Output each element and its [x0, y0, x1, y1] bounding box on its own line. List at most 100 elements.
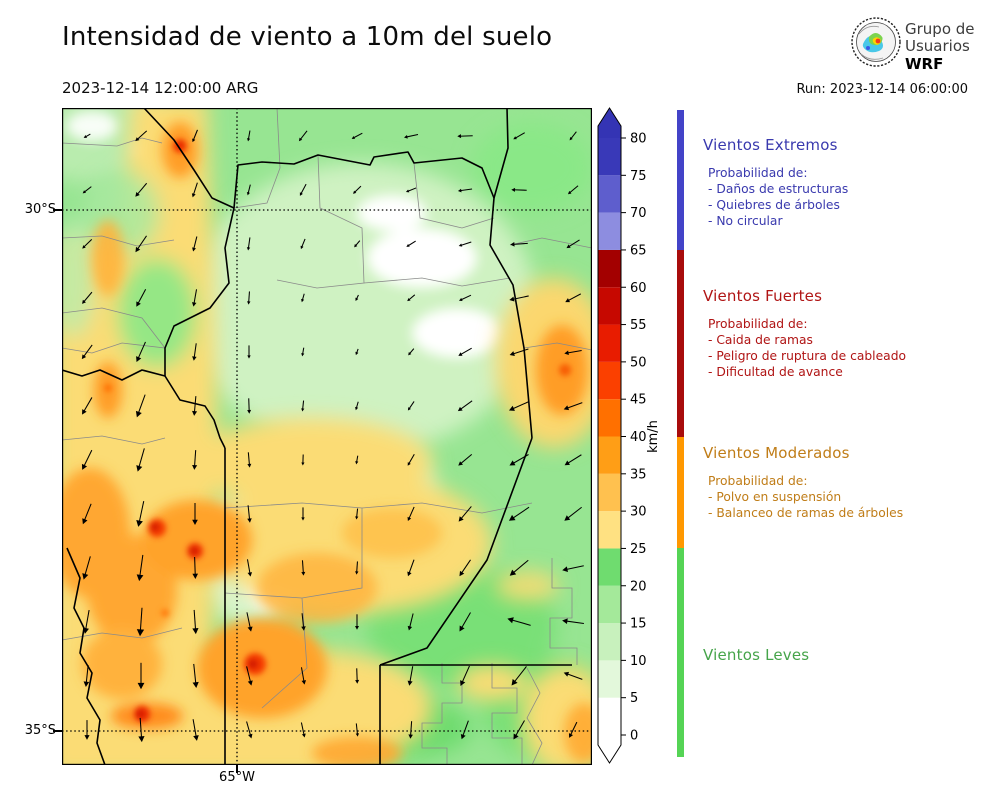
wind-arrow-head: [509, 460, 516, 466]
wind-arrow-head: [459, 297, 463, 301]
wind-arrow-head: [301, 517, 305, 521]
wind-arrow-shaft: [570, 131, 577, 140]
wind-arrow-head: [509, 296, 515, 302]
wind-arrow-head: [509, 351, 515, 357]
wind-arrow-head: [355, 516, 359, 520]
wind-arrow-head: [457, 188, 462, 193]
wind-arrow-head: [408, 352, 412, 356]
wind-arrow-head: [406, 243, 410, 247]
wind-arrow-head: [192, 138, 196, 143]
colorbar-tick-label: 50: [630, 355, 647, 370]
colorbar-band: [598, 511, 621, 549]
wind-arrow-head: [82, 518, 88, 525]
wind-arrow-head: [301, 298, 305, 303]
wind-arrow-shaft: [407, 506, 415, 520]
wind-arrow-head: [562, 618, 568, 625]
wind-category-bar: [677, 0, 684, 800]
wind-arrow-head: [192, 464, 198, 470]
wind-arrow-head: [192, 573, 199, 579]
wind-arrow-shaft: [192, 129, 198, 141]
wind-arrow-head: [355, 297, 359, 301]
wind-arrow-head: [354, 244, 358, 248]
lon-tick-65w: [236, 765, 238, 773]
wind-arrow-head: [405, 189, 410, 193]
wind-arrow-head: [355, 351, 359, 356]
colorbar-band: [598, 436, 621, 474]
colorbar-tick-label: 5: [630, 691, 638, 706]
logo-line1: Grupo de: [905, 20, 975, 38]
wind-arrow-shaft: [192, 182, 198, 197]
wind-arrow-head: [355, 625, 359, 630]
wind-arrow-shaft: [248, 291, 250, 304]
wind-arrow-shaft: [299, 130, 308, 141]
logo-org-name: Grupo de Usuarios WRF: [905, 20, 975, 73]
category-bar-moderados: [677, 436, 684, 549]
wind-arrow-shaft: [247, 184, 251, 195]
legend-intro: Probabilidad de:: [708, 317, 808, 331]
wind-arrow-shaft: [247, 237, 251, 250]
wind-arrow-head: [351, 136, 356, 139]
wind-arrow-head: [81, 463, 88, 470]
wind-arrow-head: [247, 626, 253, 632]
colorbar-unit-label: km/h: [646, 420, 661, 453]
colorbar-tick-label: 55: [630, 318, 647, 333]
wind-arrow-shaft: [407, 187, 417, 192]
wind-arrow-head: [138, 736, 145, 743]
legend-section-vientos-leves: Vientos Leves: [703, 646, 995, 675]
wind-arrow-head: [569, 136, 573, 141]
wind-arrow-head: [564, 350, 569, 356]
wind-arrow-shaft: [83, 186, 92, 193]
wind-arrow-head: [459, 570, 465, 577]
wind-arrow-head: [301, 408, 305, 412]
wind-arrow-shaft: [568, 185, 579, 194]
wind-arrow-head: [407, 407, 411, 411]
category-bar-fuertes: [677, 249, 684, 437]
wind-arrow-head: [247, 518, 252, 523]
wind-arrow-head: [135, 410, 142, 418]
wind-arrow-head: [458, 461, 463, 466]
wind-arrow-shaft: [247, 130, 251, 141]
colorbar-band: [598, 287, 621, 325]
wind-arrow-head: [192, 628, 199, 635]
legend-section-vientos-moderados: Vientos Moderados Probabilidad de: - Polv…: [703, 444, 995, 521]
graticule-gridlines: [62, 108, 592, 765]
wind-arrow-head: [355, 406, 359, 411]
wind-direction-arrows: [81, 129, 584, 743]
logo-line2: Usuarios: [905, 37, 970, 55]
colorbar-band: [598, 473, 621, 512]
wind-arrow-head: [136, 301, 141, 307]
wind-arrow-shaft: [192, 236, 198, 251]
wind-arrow-head: [301, 733, 306, 738]
wind-arrow-head: [458, 516, 464, 522]
wind-arrow-shaft: [82, 291, 93, 304]
colorbar-tick-label: 25: [630, 542, 647, 557]
wind-arrow-head: [83, 681, 90, 687]
wind-arrow-shaft: [353, 185, 362, 194]
wind-arrow-head: [566, 244, 571, 249]
wind-arrow-shaft: [407, 454, 415, 465]
wind-intensity-field: [62, 108, 592, 765]
wind-arrow-head: [404, 134, 408, 139]
wind-arrow-head: [82, 409, 87, 415]
wind-arrow-head: [192, 410, 198, 416]
wind-arrow-shaft: [460, 294, 472, 301]
wind-intensity-map: [62, 108, 592, 765]
valid-time-label: 2023-12-14 12:00:00 ARG: [62, 79, 259, 97]
wind-arrow-shaft: [136, 130, 148, 141]
wind-arrow-shaft: [405, 133, 419, 138]
legend-item: - Quiebres de árboles: [708, 198, 840, 212]
wind-arrow-head: [191, 302, 197, 307]
wind-arrow-shaft: [355, 723, 359, 736]
wind-arrow-shaft: [356, 508, 359, 519]
legend-item: - No circular: [708, 214, 783, 228]
wind-arrow-head: [301, 353, 305, 357]
wind-arrow-head: [458, 352, 463, 356]
wind-arrow-head: [81, 354, 87, 360]
wind-arrow-head: [193, 735, 199, 741]
category-bar-extremos: [677, 110, 684, 250]
legend-title: Vientos Moderados: [703, 444, 850, 462]
wind-arrow-head: [136, 629, 145, 637]
wind-arrow-head: [457, 134, 462, 139]
wind-arrow-shaft: [302, 400, 305, 411]
colorbar-band: [598, 548, 621, 586]
